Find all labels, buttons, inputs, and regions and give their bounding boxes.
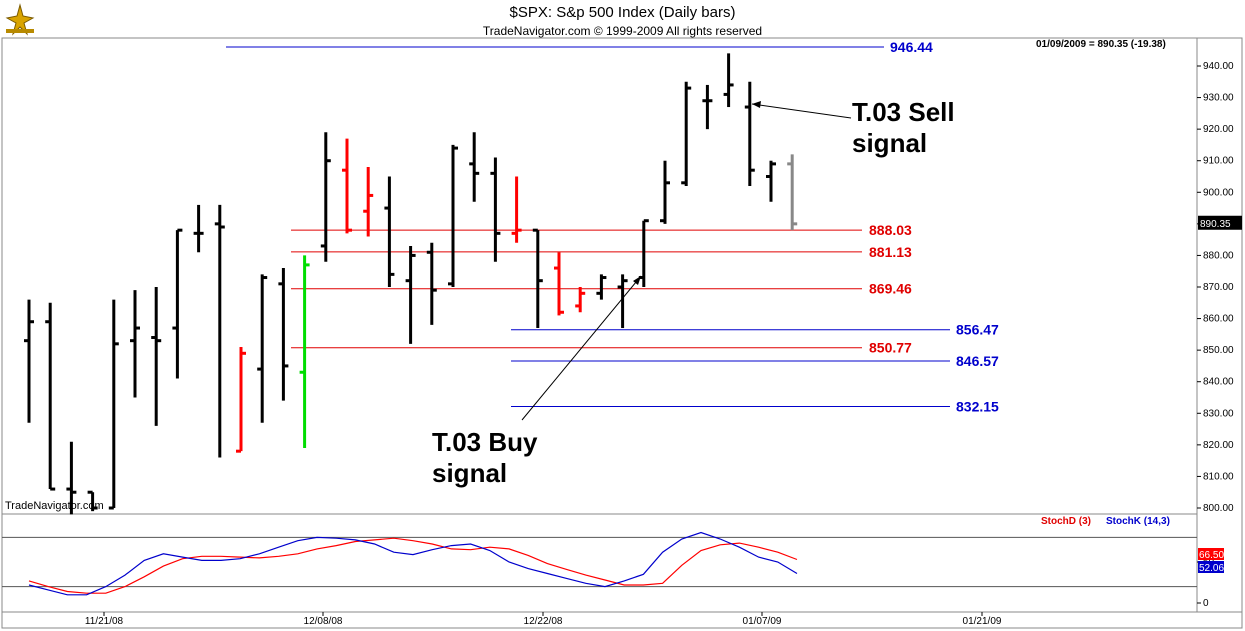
y-tick-label: 940.00 bbox=[1203, 61, 1234, 72]
y-tick-label: 840.00 bbox=[1203, 377, 1234, 388]
x-tick-label: 12/22/08 bbox=[524, 616, 563, 627]
buy-annotation-line1: T.03 Buy bbox=[432, 427, 538, 457]
x-tick-label: 01/21/09 bbox=[963, 616, 1002, 627]
buy-signal-annotation: T.03 Buy signal bbox=[432, 427, 538, 489]
y-tick-label: 900.00 bbox=[1203, 187, 1234, 198]
sell-annotation-line1: T.03 Sell bbox=[852, 97, 955, 127]
last-price-label: 890.35 bbox=[1200, 219, 1231, 230]
y-tick-label: 920.00 bbox=[1203, 124, 1234, 135]
sell-signal-annotation: T.03 Sell signal bbox=[852, 97, 955, 159]
stochk-value-label: 52.06 bbox=[1199, 563, 1224, 574]
y-tick-label: 870.00 bbox=[1203, 282, 1234, 293]
y-tick-label: 810.00 bbox=[1203, 471, 1234, 482]
legend-stochd: StochD (3) bbox=[1041, 516, 1091, 527]
chart-title: $SPX: S&p 500 Index (Daily bars) bbox=[509, 4, 736, 21]
last-quote: 01/09/2009 = 890.35 (-19.38) bbox=[1036, 39, 1166, 50]
y-tick-label: 830.00 bbox=[1203, 408, 1234, 419]
x-tick-label: 01/07/09 bbox=[743, 616, 782, 627]
sell-arrow-head bbox=[752, 101, 761, 108]
stochd-value-box bbox=[1198, 548, 1224, 560]
sell-annotation-line2: signal bbox=[852, 128, 928, 158]
level-label: 856.47 bbox=[956, 322, 999, 338]
stochk-line bbox=[28, 531, 798, 596]
level-label: 869.46 bbox=[869, 281, 912, 297]
y-tick-label: 820.00 bbox=[1203, 440, 1234, 451]
copyright-text: TradeNavigator.com © 1999-2009 All right… bbox=[482, 24, 763, 38]
y-tick-label: 880.00 bbox=[1203, 250, 1234, 261]
level-label: 946.44 bbox=[890, 39, 933, 55]
y-tick-label: 930.00 bbox=[1203, 93, 1234, 104]
level-label: 888.03 bbox=[869, 222, 912, 238]
y-tick-label: 800.00 bbox=[1203, 503, 1234, 514]
level-label: 850.77 bbox=[869, 340, 912, 356]
y-tick-label: 910.00 bbox=[1203, 156, 1234, 167]
level-label: 881.13 bbox=[869, 244, 912, 260]
stochd-line bbox=[28, 537, 798, 594]
watermark: TradeNavigator.com bbox=[5, 500, 104, 512]
stochd-value-label: 66.50 bbox=[1199, 550, 1224, 561]
y-tick-label: 860.00 bbox=[1203, 314, 1234, 325]
level-label: 846.57 bbox=[956, 353, 999, 369]
stoch-y-tick-label: 0 bbox=[1203, 598, 1209, 609]
legend-stochk: StochK (14,3) bbox=[1106, 516, 1170, 527]
buy-arrow-head bbox=[633, 276, 641, 285]
trade-navigator-logo bbox=[2, 2, 38, 38]
y-tick-label: 850.00 bbox=[1203, 345, 1234, 356]
x-tick-label: 12/08/08 bbox=[304, 616, 343, 627]
last-price-box bbox=[1198, 215, 1242, 230]
x-tick-label: 11/21/08 bbox=[85, 616, 124, 627]
buy-arrow-line bbox=[521, 275, 642, 421]
stochk-value-box bbox=[1198, 561, 1224, 573]
level-label: 832.15 bbox=[956, 398, 999, 414]
buy-annotation-line2: signal bbox=[432, 458, 508, 488]
sell-arrow-line bbox=[751, 103, 852, 119]
